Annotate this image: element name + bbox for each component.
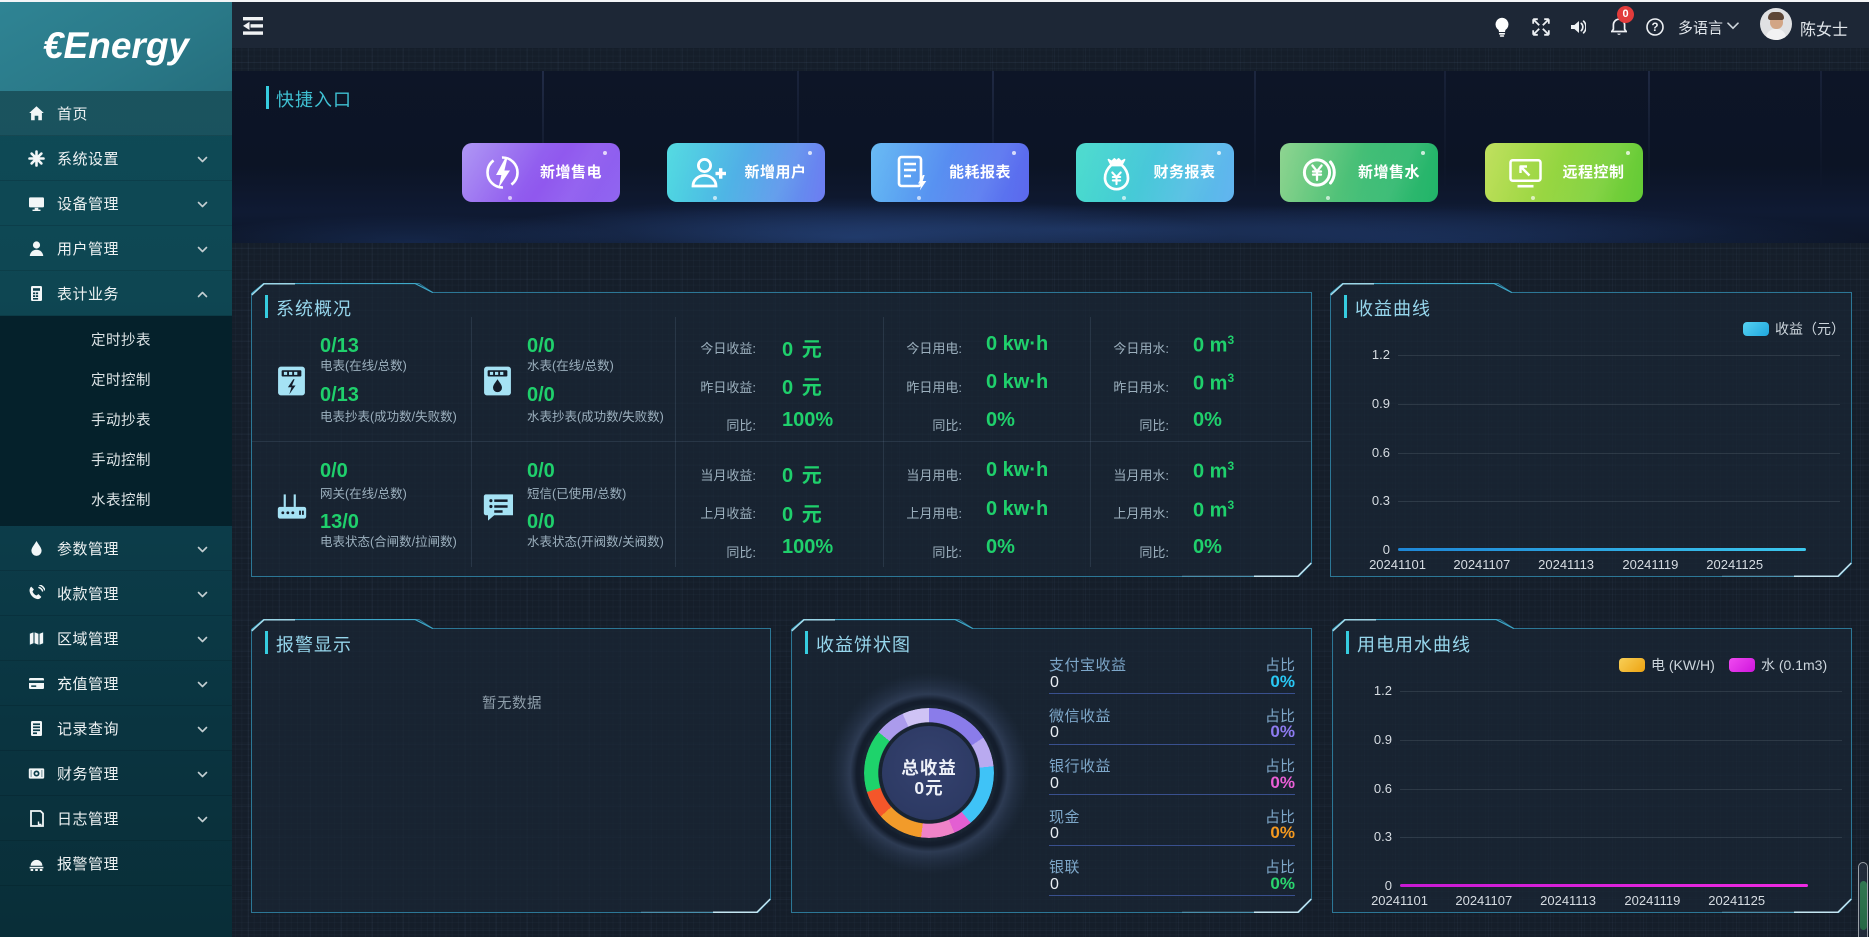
svg-text:?: ?	[1651, 22, 1658, 34]
